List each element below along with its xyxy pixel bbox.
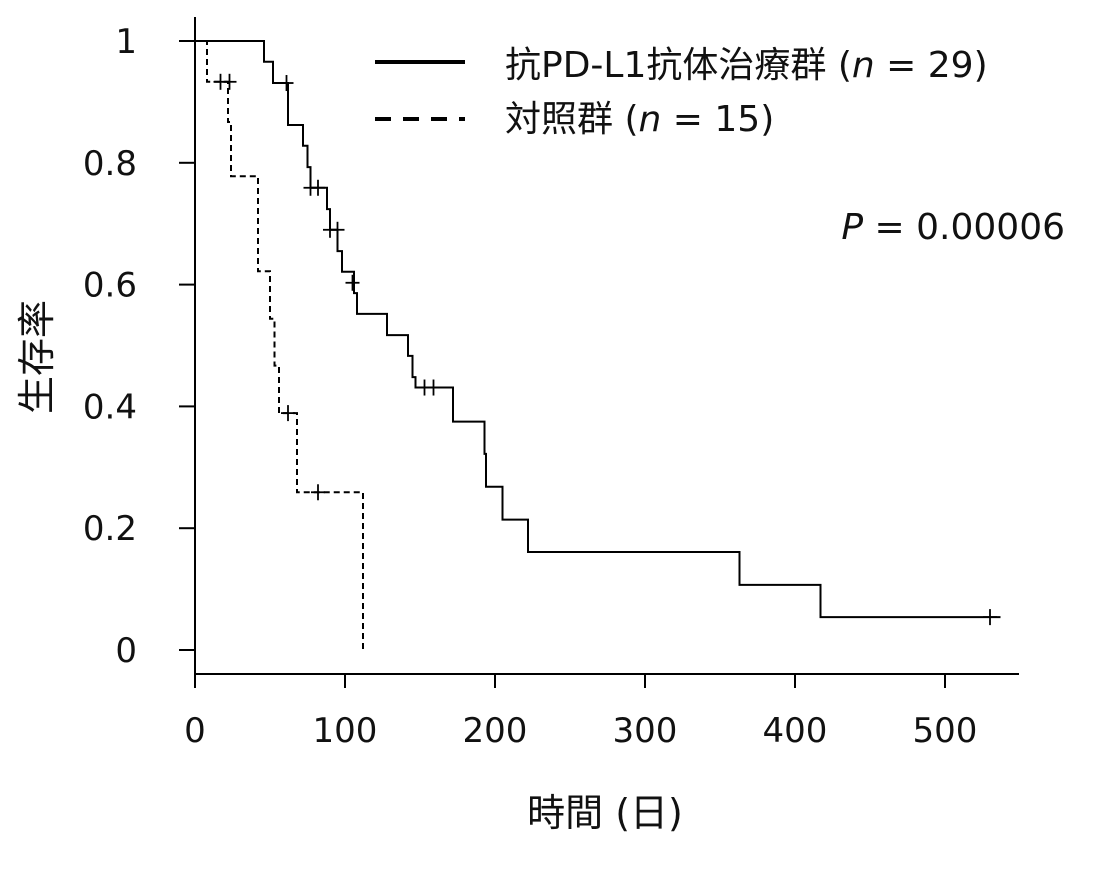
- x-tick-label: 0: [184, 711, 206, 751]
- series-line-0: [195, 40, 1001, 619]
- series-line-1: [195, 40, 364, 650]
- x-tick-label: 100: [313, 711, 378, 751]
- axes: [194, 17, 1019, 675]
- ticks: 0 0.2 0.4 0.6 0.8 1 0 100 200 300 400 500: [83, 22, 978, 751]
- y-tick-label: 0.2: [83, 509, 137, 549]
- y-tick-label: 0: [115, 631, 137, 671]
- y-tick-label: 0.8: [83, 144, 137, 184]
- x-tick-label: 500: [913, 711, 978, 751]
- y-tick-label: 0.4: [83, 387, 137, 427]
- y-tick-label: 1: [115, 22, 137, 62]
- x-tick-label: 400: [763, 711, 828, 751]
- x-tick-label: 200: [463, 711, 528, 751]
- legend-label-treatment: 抗PD-L1抗体治療群 (n = 29): [505, 45, 988, 86]
- y-axis-title: 生存率: [15, 300, 59, 414]
- x-tick-label: 300: [613, 711, 678, 751]
- legend-label-control: 対照群 (n = 15): [505, 99, 774, 140]
- y-tick-label: 0.6: [83, 266, 137, 306]
- p-value-annotation: P = 0.00006: [841, 207, 1065, 248]
- x-axis-title: 時間 (日): [527, 791, 683, 835]
- series: [195, 40, 1001, 650]
- legend: 抗PD-L1抗体治療群 (n = 29) 対照群 (n = 15): [375, 45, 988, 140]
